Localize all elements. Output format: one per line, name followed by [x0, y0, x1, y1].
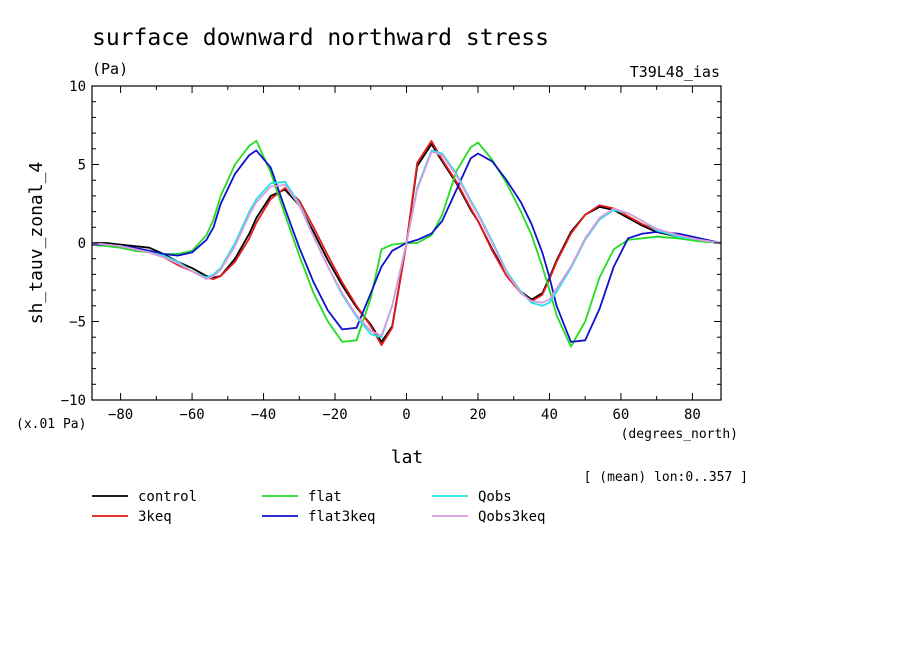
plot-lines [91, 139, 722, 348]
series-line-Qobs3keq [91, 150, 722, 337]
x-tick-label: −80 [108, 407, 133, 423]
y-axis-label: sh_tauv_zonal_4 [26, 162, 47, 325]
x-tick-label: 20 [470, 407, 487, 423]
x-tick-label: 80 [684, 407, 701, 423]
x-tick-label: 40 [541, 407, 558, 423]
x-axis-label: lat [391, 447, 424, 468]
y-tick-label: 0 [78, 236, 86, 252]
x-tick-label: 60 [613, 407, 630, 423]
y-tick-label: −5 [69, 315, 86, 331]
chart-units: (Pa) [92, 60, 128, 78]
experiment-label: T39L48_ias [630, 63, 720, 81]
axis-ticks: −80 −60 −40 −20 0 20 40 60 80 −10 −5 0 5 10 [61, 79, 721, 423]
x-tick-label: −60 [179, 407, 204, 423]
legend-label-Qobs: Qobs [478, 489, 512, 505]
chart-title: surface downward northward stress [92, 25, 549, 51]
averaging-note: [ (mean) lon:0..357 ] [584, 470, 748, 485]
x-axis-units: (degrees_north) [621, 427, 738, 442]
legend-label-flat: flat [308, 489, 342, 505]
legend-label-flat3keq: flat3keq [308, 509, 375, 525]
legend-label-3keq: 3keq [138, 509, 172, 525]
series-line-flat [91, 139, 722, 348]
y-tick-label: −10 [61, 393, 86, 409]
x-tick-label: 0 [402, 407, 410, 423]
y-tick-label: 5 [78, 158, 86, 174]
x-tick-label: −20 [322, 407, 347, 423]
legend-label-control: control [138, 489, 197, 505]
legend-label-Qobs3keq: Qobs3keq [478, 509, 545, 525]
y-tick-label: 10 [69, 79, 86, 95]
y-scale-note: (x.01 Pa) [16, 417, 86, 432]
x-tick-label: −40 [251, 407, 276, 423]
series-line-flat3keq [92, 149, 722, 343]
chart-legend: control 3keq flat flat3keq Qobs Qobs3keq [92, 489, 545, 525]
